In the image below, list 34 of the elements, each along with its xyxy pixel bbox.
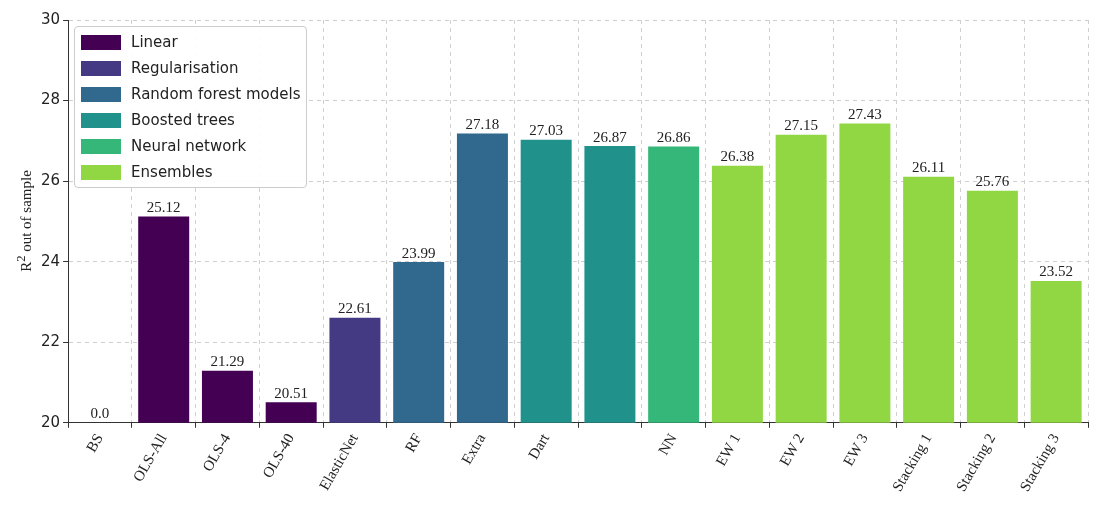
y-tick-label: 26 [40, 171, 61, 190]
y-tick-label: 28 [40, 90, 61, 109]
data-label: 27.18 [465, 116, 500, 133]
data-label: 22.61 [338, 300, 372, 317]
legend-label: Boosted trees [131, 111, 235, 129]
y-tick-label: 24 [40, 251, 61, 270]
x-tick-label: RF [401, 430, 425, 455]
data-label: 26.11 [912, 159, 946, 176]
x-tick-label: NN [654, 430, 680, 458]
data-label: 26.86 [656, 128, 692, 145]
legend-label: Ensembles [131, 163, 213, 181]
legend-label: Regularisation [131, 59, 239, 77]
text: 0.0 [90, 405, 110, 422]
data-label: 23.52 [1039, 263, 1073, 280]
data-label: 25.76 [975, 173, 1010, 190]
y-tick-label: 30 [40, 9, 61, 28]
x-tick-label: EW 3 [839, 430, 871, 469]
y-tick-label: 20 [40, 412, 61, 431]
data-label: 20.51 [274, 384, 309, 401]
legend-label: Neural network [131, 137, 247, 155]
data-label: 23.99 [401, 244, 436, 261]
data-label: 25.12 [146, 199, 181, 215]
data-label: 26.38 [720, 148, 755, 165]
y-tick-label: 22 [40, 332, 61, 351]
data-label: 27.03 [529, 122, 564, 139]
x-tick-label: EW 1 [712, 430, 744, 469]
data-label: 26.87 [593, 128, 628, 145]
legend-label: Random forest models [131, 85, 301, 103]
data-label: 27.15 [784, 117, 819, 134]
x-tick-label: EW 2 [776, 430, 808, 469]
data-label: 27.43 [848, 105, 882, 122]
data-label: 21.29 [210, 353, 245, 370]
legend-label: Linear [131, 33, 178, 51]
x-tick-label: BS [82, 430, 106, 455]
